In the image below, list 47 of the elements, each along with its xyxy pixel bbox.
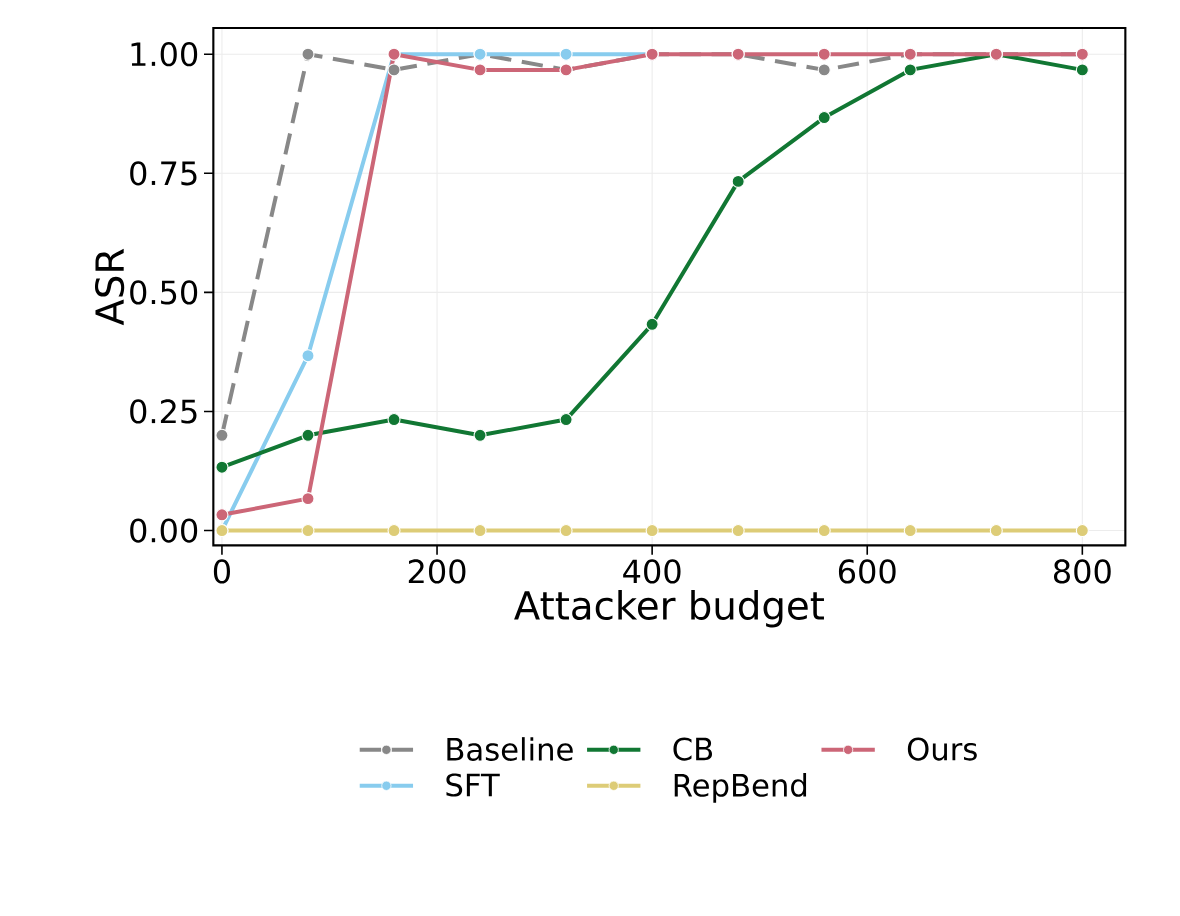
legend-label: Baseline (447, 737, 573, 761)
x-axis-title: Attacker budget (514, 590, 824, 628)
legend-label: Ours (907, 737, 977, 761)
point (817, 524, 831, 538)
point (215, 508, 229, 522)
point (989, 524, 1003, 538)
legend-label: SFT (446, 773, 500, 797)
point (387, 63, 401, 77)
x-tick-label: 800 (1053, 559, 1111, 584)
point (559, 47, 573, 61)
y-tick-label: 0.50 (130, 280, 198, 305)
point (387, 524, 401, 538)
point (559, 524, 573, 538)
point (903, 63, 917, 77)
point (301, 524, 315, 538)
point (817, 47, 831, 61)
point (645, 317, 659, 331)
point (301, 428, 315, 442)
point (1075, 63, 1089, 77)
legend-label: CB (673, 737, 713, 761)
x-tick-label: 200 (408, 559, 466, 584)
y-tick-label: 0.25 (130, 399, 197, 424)
point (473, 428, 487, 442)
point (301, 492, 315, 506)
point (301, 349, 315, 363)
point (473, 63, 487, 77)
point (387, 413, 401, 427)
legend-label: RepBend (674, 773, 807, 803)
y-axis-title: ASR (94, 248, 125, 326)
point (903, 524, 917, 538)
point (817, 63, 831, 77)
y-tick-label: 0.00 (130, 518, 198, 543)
x-tick-label: 600 (838, 559, 896, 584)
point (473, 524, 487, 538)
y-tick-label: 0.75 (130, 161, 197, 186)
point (301, 47, 315, 61)
point (731, 174, 745, 188)
point (215, 460, 229, 474)
point (1075, 524, 1089, 538)
point (559, 413, 573, 427)
y-tick-label: 1.00 (131, 42, 198, 67)
point (645, 524, 659, 538)
point (215, 428, 229, 442)
x-tick-label: 400 (623, 559, 681, 584)
point (817, 111, 831, 125)
x-tick-label: 0 (213, 559, 230, 584)
point (731, 524, 745, 538)
